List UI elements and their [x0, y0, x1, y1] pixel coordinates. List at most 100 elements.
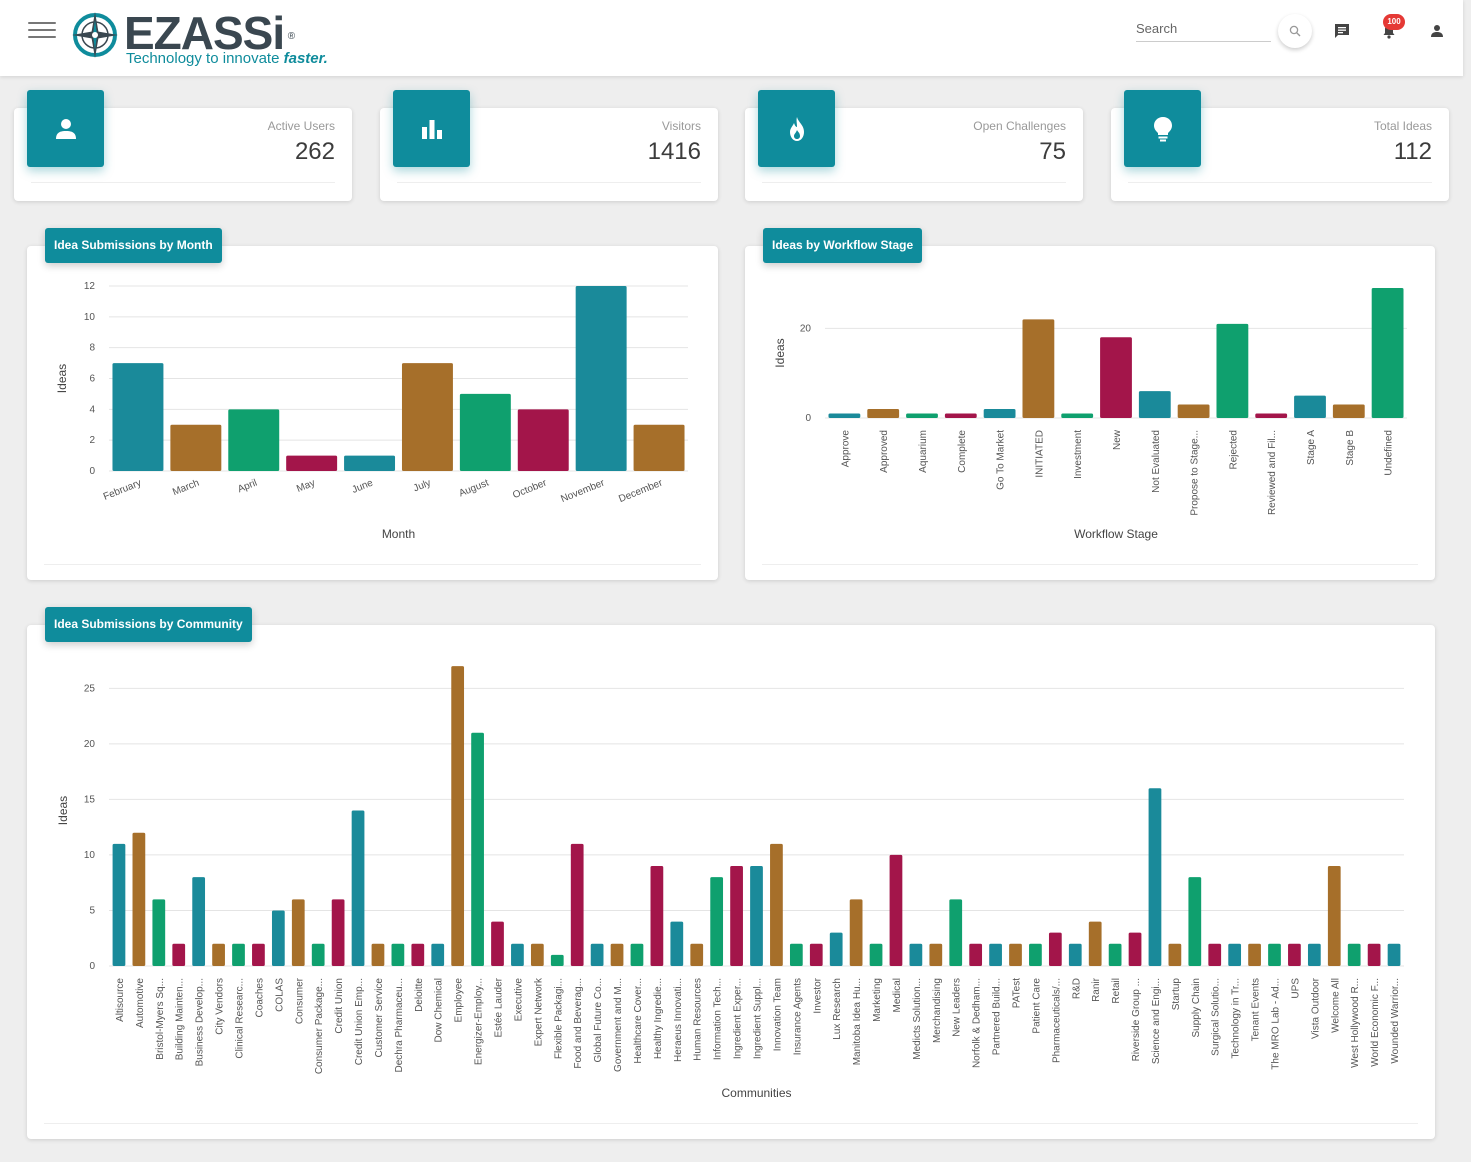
x-tick-label: Not Evaluated — [1151, 430, 1162, 493]
bar[interactable] — [610, 943, 624, 966]
bar[interactable] — [331, 899, 345, 966]
bar[interactable] — [401, 363, 453, 471]
bar[interactable] — [1088, 921, 1102, 966]
bar[interactable] — [789, 943, 803, 966]
bar[interactable] — [750, 866, 763, 966]
bar[interactable] — [1168, 943, 1182, 966]
bar[interactable] — [1347, 943, 1361, 966]
bar[interactable] — [252, 943, 265, 966]
bar[interactable] — [906, 413, 938, 418]
bar[interactable] — [730, 866, 743, 966]
bar[interactable] — [1332, 404, 1365, 418]
messages-button[interactable] — [1331, 20, 1353, 42]
bar[interactable] — [311, 943, 325, 966]
bar[interactable] — [1148, 788, 1162, 966]
bar[interactable] — [1177, 404, 1210, 418]
bar[interactable] — [291, 899, 305, 966]
bar[interactable] — [391, 943, 405, 966]
bar[interactable] — [828, 413, 861, 418]
bar[interactable] — [989, 943, 1002, 966]
bar[interactable] — [170, 424, 222, 471]
bar[interactable] — [192, 877, 206, 966]
bar[interactable] — [451, 666, 465, 966]
bar[interactable] — [1327, 866, 1341, 966]
bar[interactable] — [1288, 943, 1301, 966]
x-tick-label: Approved — [879, 430, 890, 473]
search-button[interactable] — [1278, 14, 1312, 48]
search-field[interactable] — [1136, 20, 1271, 42]
bar[interactable] — [132, 832, 146, 966]
bar[interactable] — [511, 943, 524, 966]
bar[interactable] — [570, 843, 584, 966]
bar[interactable] — [770, 843, 783, 966]
bar[interactable] — [670, 921, 684, 966]
bar[interactable] — [944, 413, 977, 418]
bar[interactable] — [459, 393, 511, 471]
bar[interactable] — [172, 943, 186, 966]
bar[interactable] — [1009, 943, 1022, 966]
bar[interactable] — [228, 409, 280, 471]
logo[interactable]: EZASSi ® Technology to innovate faster. — [70, 8, 330, 70]
bar[interactable] — [1128, 932, 1142, 966]
bar[interactable] — [517, 409, 569, 471]
bar[interactable] — [650, 866, 664, 966]
bar[interactable] — [1294, 395, 1326, 418]
bar[interactable] — [1100, 337, 1132, 418]
bar[interactable] — [1268, 943, 1281, 966]
bar[interactable] — [909, 943, 923, 966]
bar[interactable] — [983, 409, 1016, 418]
bar[interactable] — [849, 899, 863, 966]
bar[interactable] — [1208, 943, 1222, 966]
bar[interactable] — [491, 921, 504, 966]
bar[interactable] — [1307, 943, 1321, 966]
bar[interactable] — [1387, 943, 1401, 966]
bar[interactable] — [575, 286, 627, 471]
bar[interactable] — [1108, 943, 1122, 966]
bar[interactable] — [212, 943, 225, 966]
bar[interactable] — [411, 943, 425, 966]
bar[interactable] — [1367, 943, 1381, 966]
bar[interactable] — [590, 943, 604, 966]
bar[interactable] — [112, 363, 164, 471]
bar[interactable] — [1371, 288, 1404, 418]
bar[interactable] — [471, 732, 484, 966]
bar[interactable] — [431, 943, 445, 966]
bar[interactable] — [949, 899, 963, 966]
bar[interactable] — [929, 943, 943, 966]
bar[interactable] — [232, 943, 245, 966]
bar[interactable] — [710, 877, 724, 966]
bar[interactable] — [351, 810, 365, 967]
bar[interactable] — [1188, 877, 1202, 966]
bar[interactable] — [869, 943, 883, 966]
bar[interactable] — [1216, 323, 1249, 418]
bar[interactable] — [1048, 932, 1062, 966]
bar[interactable] — [530, 943, 544, 966]
bar[interactable] — [1228, 943, 1242, 966]
bar[interactable] — [889, 854, 903, 966]
bar[interactable] — [867, 409, 900, 418]
account-button[interactable] — [1426, 20, 1448, 42]
menu-icon[interactable] — [28, 22, 56, 40]
bar[interactable] — [969, 943, 983, 966]
bar[interactable] — [1248, 943, 1261, 966]
bar[interactable] — [809, 943, 823, 966]
bar[interactable] — [829, 932, 843, 966]
bar[interactable] — [1138, 391, 1171, 418]
bar[interactable] — [1068, 943, 1082, 966]
bar[interactable] — [1061, 413, 1094, 418]
bar[interactable] — [1022, 319, 1055, 418]
bar[interactable] — [550, 954, 564, 966]
bar[interactable] — [271, 910, 285, 966]
bar[interactable] — [286, 455, 338, 471]
x-tick-label: Innovation Team — [772, 978, 783, 1051]
bar[interactable] — [630, 943, 644, 966]
bar[interactable] — [344, 455, 396, 471]
bar[interactable] — [633, 424, 685, 471]
bar[interactable] — [152, 899, 166, 966]
search-input[interactable] — [1136, 21, 1271, 36]
bar[interactable] — [1029, 943, 1042, 966]
bar[interactable] — [112, 843, 126, 966]
bar[interactable] — [1255, 413, 1288, 418]
bar[interactable] — [371, 943, 385, 966]
bar[interactable] — [690, 943, 704, 966]
